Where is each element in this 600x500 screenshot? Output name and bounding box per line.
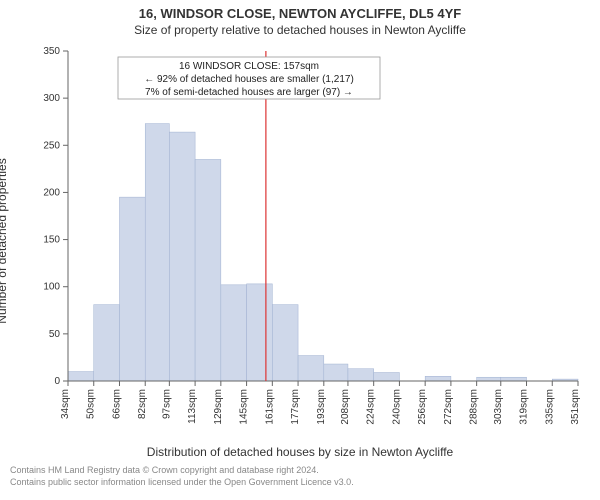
x-tick-label: 288sqm [469, 389, 480, 425]
x-tick-label: 303sqm [493, 389, 504, 425]
x-axis-label: Distribution of detached houses by size … [0, 441, 600, 459]
y-tick-label: 50 [49, 329, 61, 340]
x-tick-label: 319sqm [519, 389, 530, 425]
y-tick-label: 200 [43, 187, 60, 198]
x-tick-label: 351sqm [570, 389, 581, 425]
chart-title-main: 16, WINDSOR CLOSE, NEWTON AYCLIFFE, DL5 … [0, 0, 600, 21]
histogram-bar [298, 356, 324, 381]
histogram-bar [195, 159, 221, 381]
x-tick-label: 224sqm [366, 389, 377, 425]
x-tick-label: 335sqm [544, 389, 555, 425]
annotation-line: 7% of semi-detached houses are larger (9… [145, 87, 353, 98]
histogram-bar [272, 305, 298, 381]
y-tick-label: 100 [43, 282, 60, 293]
histogram-bar [501, 377, 527, 381]
footer-attribution: Contains HM Land Registry data © Crown c… [0, 459, 600, 488]
x-tick-label: 177sqm [290, 389, 301, 425]
x-tick-label: 97sqm [161, 389, 172, 419]
y-tick-label: 0 [54, 376, 60, 387]
histogram-chart: 0 50 100 150 200 250 300 350 34sqm 50sqm 66sqm 82sq… [10, 41, 590, 441]
y-tick-label: 300 [43, 93, 60, 104]
histogram-bar [94, 305, 120, 381]
x-tick-label: 66sqm [111, 389, 122, 419]
histogram-bar [374, 373, 400, 381]
y-axis-label: Number of detached properties [0, 158, 9, 323]
histogram-bar [68, 372, 94, 381]
histogram-bar [425, 376, 451, 381]
y-tick-label: 150 [43, 235, 60, 246]
y-tick-label: 250 [43, 140, 60, 151]
x-tick-label: 129sqm [213, 389, 224, 425]
histogram-bar [221, 285, 247, 381]
histogram-bar [324, 364, 348, 381]
x-tick-label: 240sqm [391, 389, 402, 425]
histogram-bar [247, 284, 273, 381]
histogram-bar [169, 132, 195, 381]
footer-line-1: Contains HM Land Registry data © Crown c… [10, 465, 590, 477]
annotation-line: ← 92% of detached houses are smaller (1,… [144, 74, 354, 85]
x-tick-label: 34sqm [60, 389, 71, 419]
histogram-bar [348, 369, 374, 381]
footer-line-2: Contains public sector information licen… [10, 477, 590, 489]
x-tick-label: 50sqm [86, 389, 97, 419]
x-tick-label: 113sqm [187, 389, 198, 424]
chart-title-sub: Size of property relative to detached ho… [0, 21, 600, 41]
x-tick-label: 161sqm [264, 389, 275, 425]
x-tick-label: 82sqm [137, 389, 148, 419]
histogram-bar [119, 197, 145, 381]
x-tick-label: 272sqm [443, 389, 454, 425]
chart-container: Number of detached properties 0501001502… [10, 41, 590, 441]
histogram-bar [477, 377, 501, 381]
annotation-line: 16 WINDSOR CLOSE: 157sqm [179, 61, 319, 72]
x-tick-label: 256sqm [417, 389, 428, 425]
histogram-bar [145, 124, 169, 381]
x-tick-label: 193sqm [316, 389, 327, 425]
x-tick-label: 208sqm [340, 389, 351, 425]
y-tick-label: 350 [43, 46, 60, 57]
x-tick-label: 145sqm [239, 389, 250, 425]
